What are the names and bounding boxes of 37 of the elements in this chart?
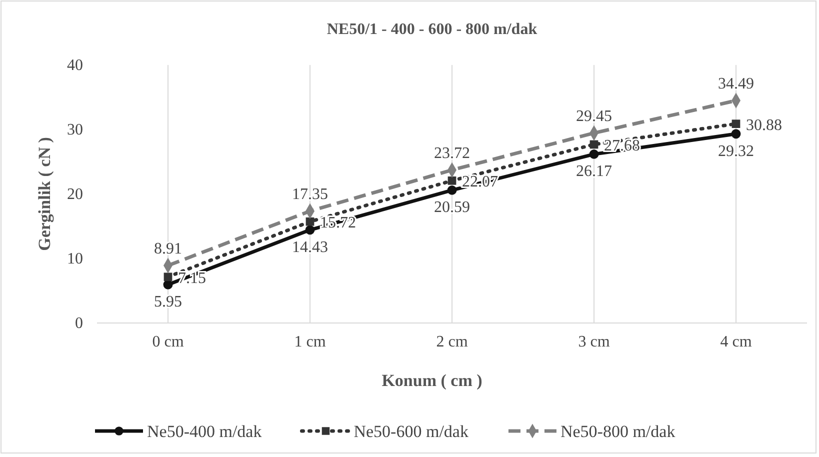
point xyxy=(731,129,741,139)
y-tick-label: 10 xyxy=(67,250,83,268)
x-tick-label: 3 cm xyxy=(578,333,610,350)
point xyxy=(589,149,599,159)
legend-label: Ne50-400 m/dak xyxy=(147,422,262,441)
data-label: 26.17 xyxy=(576,163,612,180)
x-tick-label: 0 cm xyxy=(152,333,184,350)
chart-title: NE50/1 - 400 - 600 - 800 m/dak xyxy=(326,21,538,38)
point xyxy=(448,176,456,185)
data-label: 34.49 xyxy=(718,76,754,93)
x-tick-label: 2 cm xyxy=(436,333,468,350)
data-label: 20.59 xyxy=(434,199,470,216)
data-label: 29.45 xyxy=(576,108,612,126)
y-tick-label: 30 xyxy=(67,122,83,139)
x-axis-title: Konum ( cm ) xyxy=(382,371,482,390)
data-label: 30.88 xyxy=(746,116,782,134)
x-tick-label: 1 cm xyxy=(294,333,326,350)
point xyxy=(163,280,173,290)
data-label: 17.35 xyxy=(292,186,328,204)
data-label: 8.91 xyxy=(154,240,182,258)
data-label: 5.95 xyxy=(154,294,182,311)
y-tick-label: 40 xyxy=(67,57,83,74)
point xyxy=(732,120,740,128)
point xyxy=(590,140,598,149)
point xyxy=(305,225,315,235)
y-tick-label: 0 xyxy=(75,315,83,332)
y-tick-label: 20 xyxy=(67,186,83,204)
data-label: 23.72 xyxy=(434,145,470,162)
legend-label: Ne50-600 m/dak xyxy=(354,422,469,441)
point xyxy=(306,217,314,226)
legend-label: Ne50-800 m/dak xyxy=(560,422,676,441)
data-label: 29.32 xyxy=(718,142,754,160)
point xyxy=(447,185,457,195)
x-tick-label: 4 cm xyxy=(720,333,752,350)
data-label: 14.43 xyxy=(292,238,328,256)
y-axis-title: Gerginlik ( cN ) xyxy=(35,137,54,251)
point xyxy=(164,272,172,282)
